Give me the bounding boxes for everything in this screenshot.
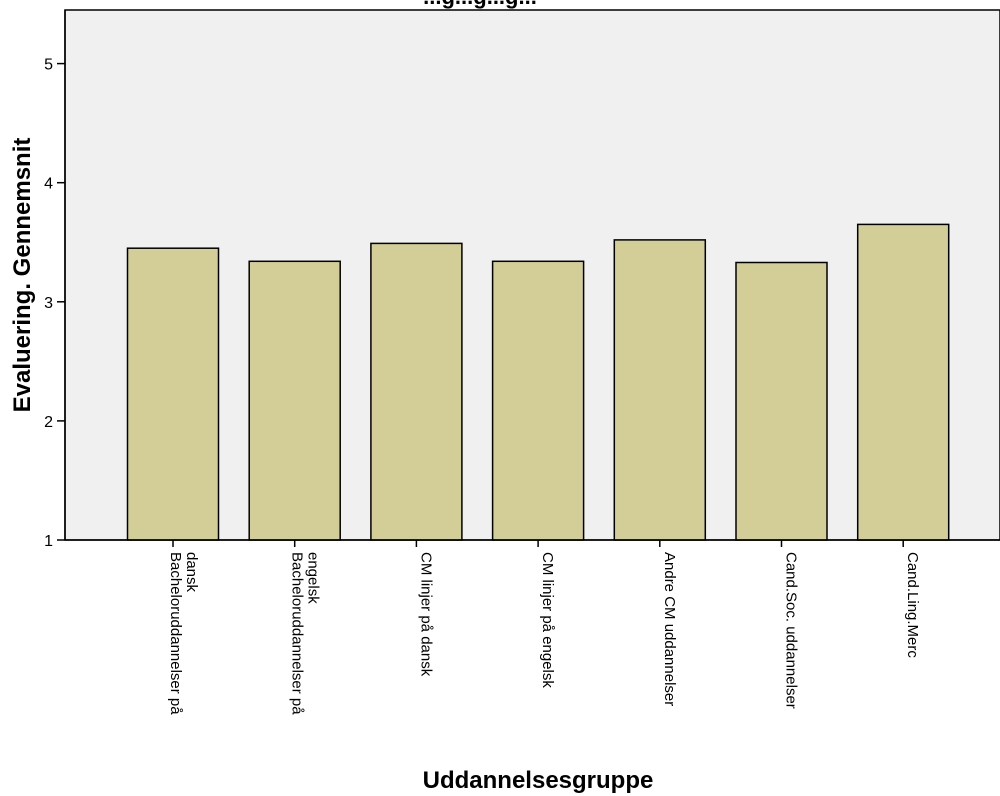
x-tick-label-line: Cand.Ling.Merc (904, 552, 921, 658)
bar (613, 239, 707, 541)
bar (856, 223, 950, 541)
x-tick-label-line: engelsk (305, 552, 322, 604)
chart-title: ...g...g...g... (423, 0, 537, 9)
x-tick-label-line: Bacheloruddannelser på (167, 552, 184, 715)
x-axis-title: Uddannelsesgruppe (423, 767, 654, 794)
bars-group (126, 223, 950, 541)
y-axis-ticks: 1 2 3 4 5 (44, 57, 65, 550)
bar (126, 247, 220, 541)
y-tick-label: 5 (44, 57, 53, 74)
x-tick-label-line: Andre CM uddannelser (661, 552, 678, 706)
x-tick-label: CM linjer på dansk (417, 552, 434, 677)
x-tick-label: Cand.Soc. uddannelser (783, 552, 800, 709)
x-tick-label: Cand.Ling.Merc (904, 552, 921, 658)
x-tick-label-line: Cand.Soc. uddannelser (783, 552, 800, 709)
x-tick-label: Andre CM uddannelser (661, 552, 678, 706)
y-tick-label: 2 (44, 414, 53, 431)
x-axis-ticks: Bacheloruddannelser på dansk Bacheloruddan… (167, 540, 921, 715)
bar (248, 260, 341, 541)
x-tick-label: Bacheloruddannelser på dansk (167, 552, 200, 715)
y-tick-label: 4 (44, 176, 53, 193)
x-tick-label-line: Bacheloruddannelser på (289, 552, 306, 715)
x-tick-label: Bacheloruddannelser på engelsk (289, 552, 322, 715)
x-tick-label-line: CM linjer på engelsk (539, 552, 556, 688)
bar (735, 261, 828, 541)
y-tick-label: 3 (44, 295, 53, 312)
bar (491, 260, 585, 541)
x-tick-label-line: dansk (183, 552, 200, 593)
x-tick-label: CM linjer på engelsk (539, 552, 556, 688)
x-tick-label-line: CM linjer på dansk (417, 552, 434, 677)
bar (370, 242, 463, 541)
y-axis-title: Evaluering. Gennemsnit (9, 138, 36, 413)
y-tick-label: 1 (44, 533, 53, 550)
